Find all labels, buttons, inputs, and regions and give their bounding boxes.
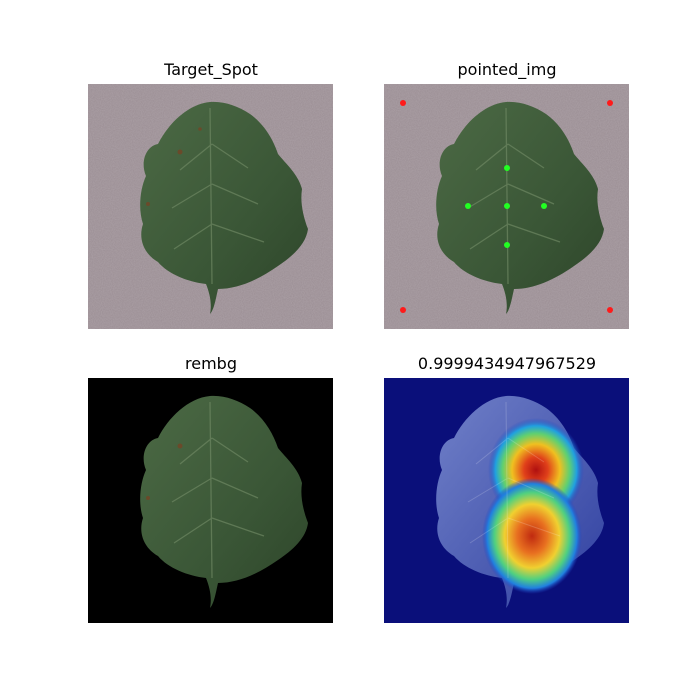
title-rembg: rembg [185, 354, 237, 373]
center-marker [504, 165, 510, 171]
corner-marker [607, 100, 613, 106]
panel-rembg [88, 378, 333, 623]
panel-heatmap [384, 378, 629, 623]
panel-original-leaf [88, 84, 333, 329]
center-marker [504, 242, 510, 248]
center-marker [541, 203, 547, 209]
heat-region-bottom [482, 478, 582, 594]
leaf-shape [140, 101, 308, 315]
leaf-photo-with-points [384, 84, 629, 329]
panel-pointed-img [384, 84, 629, 329]
leaf-photo [88, 84, 333, 329]
corner-marker [400, 100, 406, 106]
leaf-photo-bg-removed [88, 378, 333, 623]
center-marker [465, 203, 471, 209]
title-confidence-score: 0.9999434947967529 [417, 354, 597, 373]
title-pointed-img: pointed_img [457, 60, 557, 79]
corner-marker [607, 307, 613, 313]
gradcam-heatmap [384, 378, 629, 623]
corner-marker [400, 307, 406, 313]
center-marker [504, 203, 510, 209]
title-target-spot: Target_Spot [164, 60, 258, 79]
